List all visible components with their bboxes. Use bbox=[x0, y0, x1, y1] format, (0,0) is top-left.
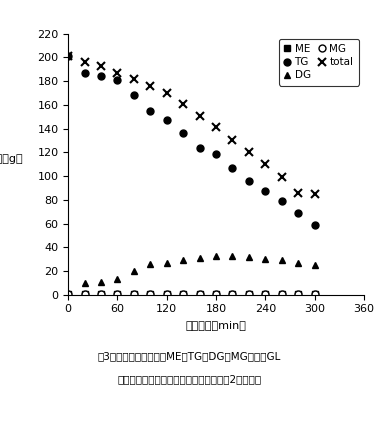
DG bbox=[148, 261, 153, 266]
TG bbox=[66, 54, 70, 59]
MG bbox=[115, 291, 120, 296]
TG bbox=[164, 118, 169, 123]
Line: total: total bbox=[64, 52, 319, 198]
TG bbox=[99, 74, 103, 79]
total bbox=[312, 191, 317, 196]
X-axis label: 反応時間［min］: 反応時間［min］ bbox=[186, 320, 246, 330]
DG bbox=[214, 253, 218, 258]
MG bbox=[230, 291, 235, 296]
TG bbox=[82, 70, 87, 75]
ME bbox=[263, 291, 268, 296]
total bbox=[247, 150, 251, 155]
TG bbox=[115, 77, 120, 83]
DG bbox=[263, 256, 268, 261]
TG bbox=[230, 165, 235, 170]
Line: MG: MG bbox=[65, 290, 318, 297]
ME bbox=[279, 291, 284, 296]
ME bbox=[181, 291, 185, 296]
total bbox=[66, 54, 70, 59]
MG bbox=[132, 291, 136, 296]
ME bbox=[214, 291, 218, 296]
ME bbox=[82, 291, 87, 296]
total bbox=[197, 113, 202, 118]
MG bbox=[148, 291, 153, 296]
DG bbox=[181, 258, 185, 263]
MG bbox=[247, 291, 251, 296]
DG bbox=[115, 277, 120, 282]
MG bbox=[82, 291, 87, 296]
MG bbox=[296, 291, 301, 296]
Line: TG: TG bbox=[65, 53, 318, 228]
total bbox=[279, 175, 284, 180]
total bbox=[115, 70, 120, 75]
Line: ME: ME bbox=[65, 290, 318, 297]
MG bbox=[312, 291, 317, 296]
total bbox=[164, 91, 169, 96]
TG bbox=[214, 151, 218, 156]
DG bbox=[279, 258, 284, 263]
DG bbox=[197, 256, 202, 261]
total bbox=[181, 101, 185, 106]
ME bbox=[115, 291, 120, 296]
TG bbox=[132, 93, 136, 98]
Line: DG: DG bbox=[65, 252, 318, 297]
total bbox=[230, 138, 235, 143]
DG bbox=[132, 269, 136, 274]
MG bbox=[181, 291, 185, 296]
TG bbox=[247, 178, 251, 183]
TG bbox=[148, 108, 153, 113]
ME bbox=[247, 291, 251, 296]
ME bbox=[296, 291, 301, 296]
ME bbox=[230, 291, 235, 296]
ME bbox=[99, 291, 103, 296]
total bbox=[214, 125, 218, 130]
total bbox=[82, 60, 87, 65]
DG bbox=[164, 260, 169, 265]
ME bbox=[66, 291, 70, 296]
DG bbox=[82, 280, 87, 285]
total bbox=[132, 76, 136, 81]
TG bbox=[197, 145, 202, 150]
total bbox=[296, 190, 301, 195]
TG bbox=[279, 198, 284, 203]
Text: の質量の経時変化（反応条件は、図2と同様）: の質量の経時変化（反応条件は、図2と同様） bbox=[117, 374, 262, 384]
MG bbox=[99, 291, 103, 296]
Text: 図3　反応槽内におけるME、TG、DG、MGおよびGL: 図3 反応槽内におけるME、TG、DG、MGおよびGL bbox=[98, 351, 281, 361]
MG bbox=[214, 291, 218, 296]
MG bbox=[279, 291, 284, 296]
ME bbox=[164, 291, 169, 296]
DG bbox=[66, 291, 70, 296]
DG bbox=[312, 263, 317, 268]
TG bbox=[263, 189, 268, 194]
ME bbox=[312, 291, 317, 296]
DG bbox=[247, 254, 251, 259]
ME bbox=[132, 291, 136, 296]
TG bbox=[312, 222, 317, 227]
ME bbox=[148, 291, 153, 296]
MG bbox=[66, 291, 70, 296]
MG bbox=[263, 291, 268, 296]
DG bbox=[99, 279, 103, 284]
MG bbox=[197, 291, 202, 296]
TG bbox=[296, 210, 301, 216]
TG bbox=[181, 131, 185, 136]
total bbox=[263, 162, 268, 167]
total bbox=[148, 83, 153, 88]
DG bbox=[296, 260, 301, 265]
DG bbox=[230, 253, 235, 258]
total bbox=[99, 63, 103, 68]
MG bbox=[164, 291, 169, 296]
ME bbox=[197, 291, 202, 296]
Legend: ME, TG, DG, MG, total: ME, TG, DG, MG, total bbox=[279, 39, 359, 85]
Y-axis label: 質量［g］: 質量［g］ bbox=[0, 154, 23, 164]
